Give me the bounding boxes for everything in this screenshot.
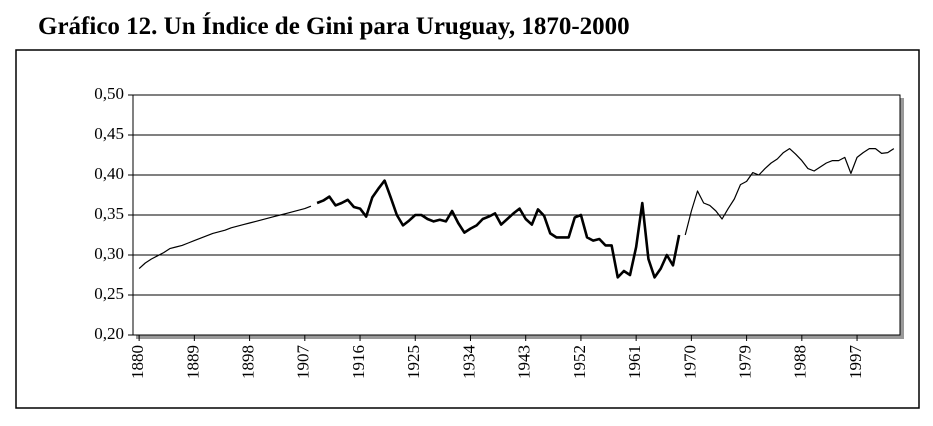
gini-line xyxy=(684,148,895,236)
chart-frame xyxy=(15,49,920,409)
y-tick-label: 0,20 xyxy=(94,324,124,343)
y-tick-label: 0,45 xyxy=(94,124,124,143)
x-tick-label: 1898 xyxy=(238,345,257,379)
x-tick-label: 1934 xyxy=(459,345,478,380)
x-tick-label: 1889 xyxy=(183,345,202,379)
x-tick-label: 1952 xyxy=(570,345,589,379)
y-tick-label: 0,40 xyxy=(94,164,124,183)
x-tick-label: 1979 xyxy=(736,345,755,379)
y-tick-label: 0,35 xyxy=(94,204,124,223)
x-tick-label: 1961 xyxy=(625,345,644,379)
x-tick-label: 1997 xyxy=(846,345,865,380)
x-tick-label: 1988 xyxy=(791,345,810,379)
gini-line xyxy=(316,179,681,279)
y-tick-label: 0,50 xyxy=(94,84,124,103)
y-tick-label: 0,25 xyxy=(94,284,124,303)
x-tick-label: 1970 xyxy=(680,345,699,379)
x-tick-label: 1880 xyxy=(128,345,147,379)
chart-title: Gráfico 12. Un Índice de Gini para Urugu… xyxy=(38,12,630,40)
gini-line xyxy=(138,205,312,270)
y-tick-label: 0,30 xyxy=(94,244,124,263)
x-tick-label: 1916 xyxy=(349,345,368,379)
x-tick-label: 1943 xyxy=(515,345,534,379)
x-tick-label: 1925 xyxy=(404,345,423,379)
x-tick-label: 1907 xyxy=(294,345,313,380)
